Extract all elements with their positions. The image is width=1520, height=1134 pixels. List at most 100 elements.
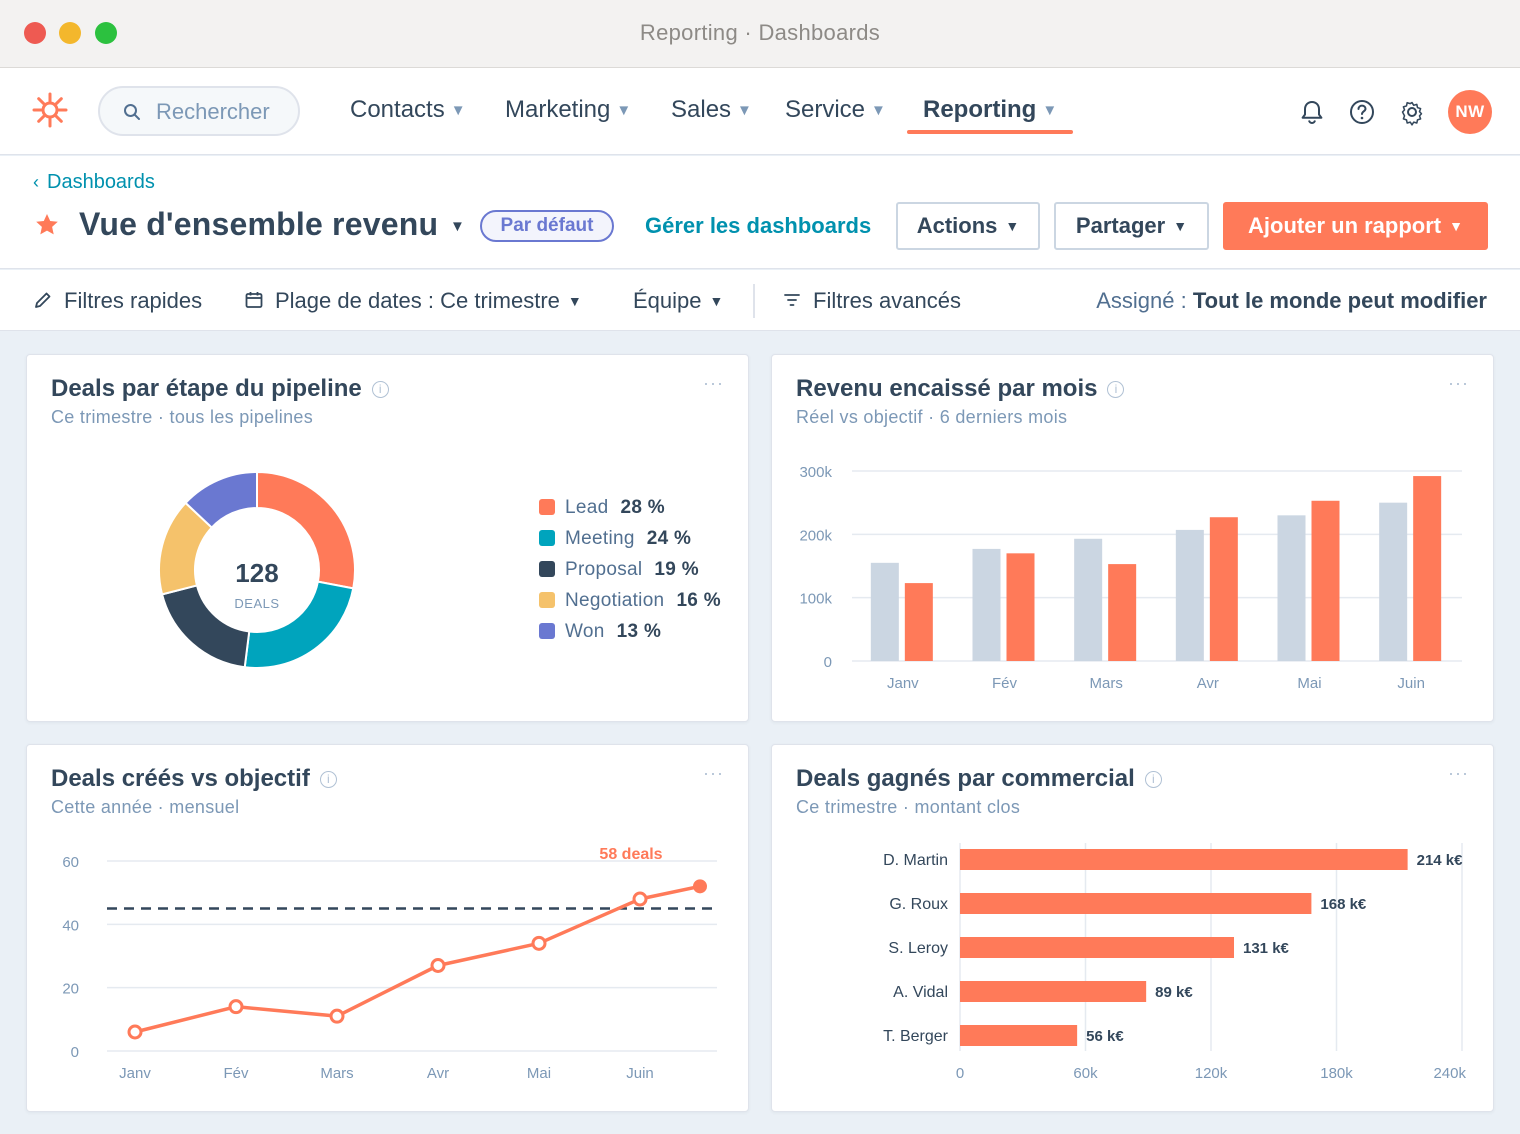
legend-label: Won xyxy=(565,621,605,642)
deals-created-card: Deals créés vs objectif i Cette année · m… xyxy=(26,744,749,1112)
x-tick-label: Mars xyxy=(1089,675,1122,692)
bar-d-martin xyxy=(960,849,1408,870)
card-subtitle: Ce trimestre · tous les pipelines xyxy=(51,407,313,427)
card-title: Deals créés vs objectif i xyxy=(51,765,337,793)
bar-s-leroy xyxy=(960,937,1235,958)
actions-button-label: Actions xyxy=(916,213,998,238)
legend-item-meeting[interactable]: Meeting 24 % xyxy=(539,528,691,550)
bar-target-juin xyxy=(1379,502,1408,661)
top-navigation: Contacts ▼ Marketing ▼ Sales ▼ Service ▼ Rep… xyxy=(0,68,1520,155)
quick-filters-button[interactable]: Filtres rapides xyxy=(64,288,203,313)
x-tick-label: Fév xyxy=(992,675,1018,692)
caret-down-icon: ▼ xyxy=(1449,218,1463,234)
window-titlebar: Reporting · Dashboards xyxy=(0,0,1520,68)
donut-chart-svg: 128 DEALS xyxy=(158,470,356,669)
bar-actual-fév xyxy=(1006,553,1035,661)
bell-icon[interactable] xyxy=(1298,98,1326,126)
y-tick-label: 20 xyxy=(62,981,79,998)
category-label: D. Martin xyxy=(883,852,948,869)
nav-item-reporting[interactable]: Reporting ▼ xyxy=(923,96,1057,124)
window-minimize-button[interactable] xyxy=(59,22,81,44)
share-button[interactable]: Partager ▼ xyxy=(1054,202,1209,250)
caret-down-icon: ▼ xyxy=(567,293,582,309)
nav-item-label: Reporting xyxy=(923,96,1037,123)
default-badge: Par défaut xyxy=(480,210,614,242)
more-options-icon[interactable]: ··· xyxy=(703,373,724,393)
add-report-button[interactable]: Ajouter un rapport ▼ xyxy=(1223,202,1488,250)
pipeline-stage-card: Deals par étape du pipeline i Ce trimestr… xyxy=(26,354,749,722)
donut-slice-won xyxy=(184,470,258,529)
info-icon[interactable]: i xyxy=(371,381,389,398)
bar-actual-janv xyxy=(904,583,933,661)
legend-percent: 24 % xyxy=(646,528,692,549)
favorite-star-icon[interactable] xyxy=(34,212,60,238)
dashboard-switcher-caret-icon[interactable]: ▼ xyxy=(450,218,465,235)
bar-actual-avr xyxy=(1209,517,1238,661)
legend-label: Lead xyxy=(565,497,609,518)
nav-item-service[interactable]: Service ▼ xyxy=(785,96,886,124)
actions-button[interactable]: Actions ▼ xyxy=(896,202,1040,250)
date-range-filter[interactable]: Plage de dates : Ce trimestre ▼ xyxy=(275,288,582,314)
bar-actual-juin xyxy=(1413,476,1442,661)
legend-swatch xyxy=(539,592,555,608)
info-icon[interactable]: i xyxy=(1107,381,1125,398)
legend-item-negotiation[interactable]: Negotiation 16 % xyxy=(539,590,721,612)
info-icon[interactable]: i xyxy=(1144,771,1162,788)
search-box[interactable] xyxy=(98,86,300,136)
legend-percent: 13 % xyxy=(616,621,662,642)
data-label: 131 k€ xyxy=(1243,940,1290,957)
pencil-icon xyxy=(35,292,51,308)
caret-down-icon: ▼ xyxy=(737,102,752,119)
data-point-avr xyxy=(430,958,446,973)
card-subtitle: Ce trimestre · montant clos xyxy=(796,797,1021,817)
info-icon[interactable]: i xyxy=(319,771,337,788)
search-input[interactable] xyxy=(156,98,292,126)
category-label: G. Roux xyxy=(889,896,948,913)
nav-item-label: Contacts xyxy=(350,96,445,123)
filter-divider xyxy=(753,284,755,318)
caret-down-icon: ▼ xyxy=(871,102,886,119)
sprocket-logo-icon[interactable] xyxy=(30,90,70,130)
help-icon[interactable] xyxy=(1348,98,1376,126)
x-tick-label: Janv xyxy=(119,1065,151,1082)
annotation-label: 58 deals xyxy=(599,846,662,863)
share-button-label: Partager xyxy=(1075,213,1166,238)
legend-percent: 28 % xyxy=(620,497,665,518)
back-to-dashboards-link[interactable]: ‹ Dashboards xyxy=(33,171,155,194)
legend-percent: 19 % xyxy=(654,559,699,580)
nav-item-sales[interactable]: Sales ▼ xyxy=(671,96,752,124)
x-tick-label: 60k xyxy=(1073,1065,1098,1082)
x-tick-label: Avr xyxy=(427,1065,449,1082)
data-label: 214 k€ xyxy=(1417,852,1464,869)
legend-label: Meeting xyxy=(565,528,635,549)
more-options-icon[interactable]: ··· xyxy=(1448,763,1469,783)
window-zoom-button[interactable] xyxy=(95,22,117,44)
y-tick-label: 300k xyxy=(799,464,832,481)
nav-item-label: Service xyxy=(785,96,866,123)
assigned-value: Tout le monde peut modifier xyxy=(1192,288,1487,313)
legend-item-proposal[interactable]: Proposal 19 % xyxy=(539,559,699,581)
legend-item-lead[interactable]: Lead 28 % xyxy=(539,497,665,519)
data-point-mars xyxy=(329,1008,345,1024)
more-options-icon[interactable]: ··· xyxy=(703,763,724,783)
user-avatar[interactable]: NW xyxy=(1448,90,1492,134)
page-title: Vue d'ensemble revenu xyxy=(79,206,439,242)
settings-gear-icon[interactable] xyxy=(1398,98,1426,126)
manage-dashboards-link[interactable]: Gérer les dashboards xyxy=(645,213,872,238)
caret-down-icon: ▼ xyxy=(1042,102,1058,119)
more-options-icon[interactable]: ··· xyxy=(1448,373,1469,393)
card-subtitle: Réel vs objectif · 6 derniers mois xyxy=(796,407,1068,427)
y-tick-label: 200k xyxy=(799,527,832,544)
window-close-button[interactable] xyxy=(24,22,46,44)
bar-target-avr xyxy=(1175,529,1204,661)
nav-item-marketing[interactable]: Marketing ▼ xyxy=(505,96,631,124)
advanced-filters-button[interactable]: Filtres avancés xyxy=(813,288,961,313)
bar-target-janv xyxy=(870,562,899,661)
assigned-permission[interactable]: Assigné : Tout le monde peut modifier xyxy=(1096,288,1487,314)
team-filter[interactable]: Équipe ▼ xyxy=(633,288,723,314)
x-tick-label: Juin xyxy=(626,1065,654,1082)
x-tick-label: Mars xyxy=(320,1065,353,1082)
legend-item-won[interactable]: Won 13 % xyxy=(539,621,661,643)
deals-won-hbar-chart-svg: 0 60k 120k 180k 240k D. Martin 214 k€ G. Roux 16… xyxy=(883,843,1466,1082)
nav-item-contacts[interactable]: Contacts ▼ xyxy=(350,96,466,124)
